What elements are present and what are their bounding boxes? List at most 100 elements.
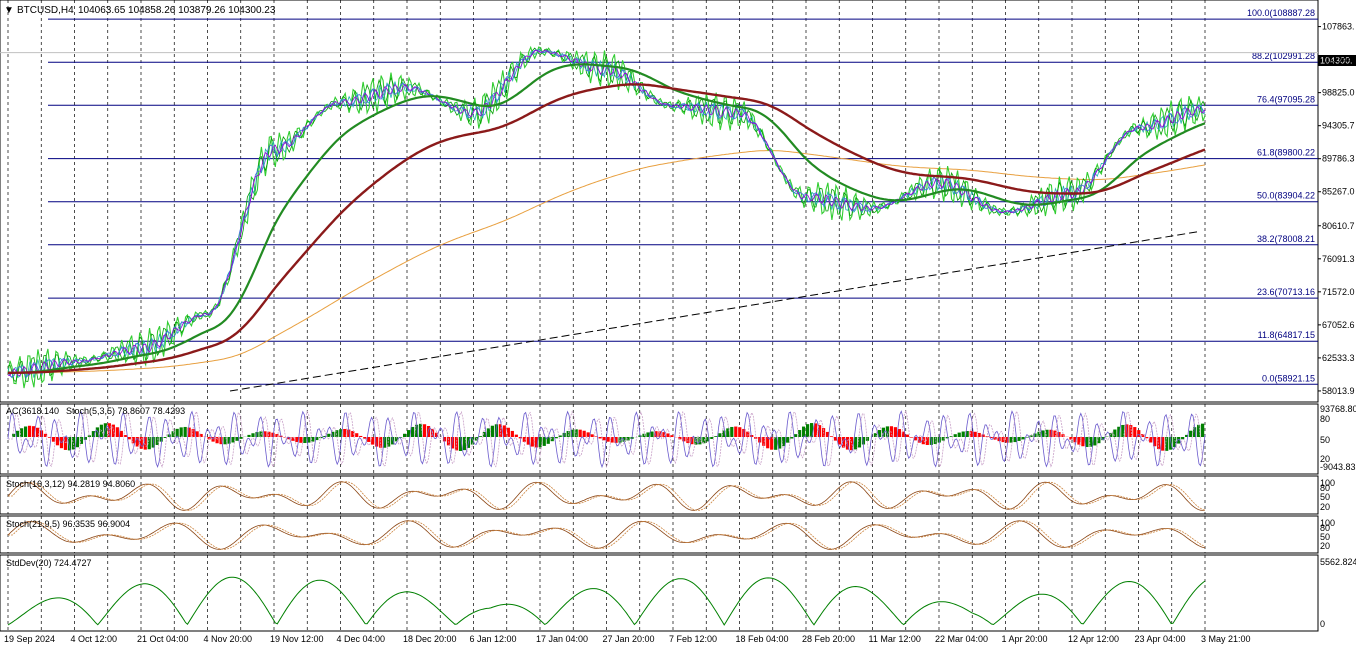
time-tick: 4 Oct 12:00 [71, 634, 118, 644]
time-tick: 1 Apr 20:00 [1002, 634, 1048, 644]
stoch2-axis-20: 20 [1320, 502, 1330, 512]
ac-bar [139, 437, 143, 449]
ac-bar [458, 437, 463, 451]
ac-bar [514, 434, 518, 437]
time-axis: 19 Sep 2024 4 Oct 12:00 21 Oct 04:00 4 Nov … [4, 634, 1251, 644]
ac-bar [227, 437, 231, 444]
stddev-label: StdDev(20) 724.4727 [6, 558, 92, 568]
ac-bar [1053, 430, 1057, 437]
ac-bar [682, 437, 686, 442]
ac-bar [909, 437, 913, 438]
ac-bar [833, 437, 838, 441]
ac-bar [363, 437, 367, 439]
ac-histogram [11, 423, 1205, 451]
price-tick: 58013.9 [1322, 386, 1355, 396]
ac-bar [1017, 437, 1021, 441]
ac-bar [123, 435, 127, 437]
ac-bar [79, 437, 84, 444]
ac-bar [542, 437, 546, 446]
ac-bar [1069, 437, 1073, 440]
mid-ma-line [8, 63, 1206, 374]
ac-bar [63, 437, 68, 450]
ac-bar [770, 437, 774, 450]
ac-bar [291, 437, 295, 441]
ac-bar [546, 437, 550, 444]
slow-ma-line [8, 150, 1206, 374]
ac-bar [1009, 437, 1013, 443]
ac-bar [973, 431, 977, 437]
time-tick: 19 Sep 2024 [4, 634, 55, 644]
ac-bar [187, 427, 191, 437]
ac-bar [809, 423, 814, 437]
ac-bar [331, 431, 335, 437]
ac-bar [179, 427, 183, 437]
ac-bar [410, 426, 415, 437]
ac-bar [119, 430, 123, 437]
ac-bar [422, 424, 427, 437]
price-tick: 80610.7 [1322, 221, 1355, 231]
ac-bar [1181, 437, 1185, 440]
ac-bar [1157, 437, 1161, 450]
ac-bar [913, 437, 917, 441]
ac-bar [1185, 434, 1189, 437]
ac-bar [961, 431, 965, 437]
price-tick: 107863. [1322, 22, 1355, 32]
ac-bar [299, 437, 303, 443]
fib-label: 50.0(83904.22 [1257, 191, 1315, 201]
ac-bar [95, 427, 99, 437]
time-tick: 22 Mar 04:00 [935, 634, 988, 644]
ac-bar [315, 437, 319, 441]
ac-bar [1189, 430, 1193, 437]
ac-bar [47, 437, 52, 438]
ac-bar [23, 426, 28, 437]
ac-bar [87, 435, 91, 437]
ac-bar [654, 431, 658, 437]
ac-bar [786, 437, 790, 443]
ac-bar [1045, 429, 1049, 437]
ac-bar [1029, 435, 1033, 437]
price-tick: 85267.0 [1322, 187, 1355, 197]
ac-bar [774, 437, 778, 450]
ac-bar [678, 437, 682, 440]
fib-label: 38.2(78008.21 [1257, 234, 1315, 244]
ac-bar [1121, 424, 1125, 437]
ac-bar [231, 437, 235, 443]
ac-bar [131, 437, 135, 444]
stoch3-main-line [7, 520, 1206, 550]
time-tick: 18 Feb 04:00 [736, 634, 789, 644]
time-tick: 12 Apr 12:00 [1068, 634, 1119, 644]
ac-bar [590, 434, 594, 437]
ac-bar [726, 428, 730, 437]
ac-bar [303, 437, 307, 444]
ac-bar [1201, 423, 1205, 437]
ac-bar [1021, 437, 1025, 440]
ac-bar [917, 437, 921, 443]
ac-bar [307, 437, 311, 443]
ac-bar [1197, 424, 1201, 437]
ac-bar [323, 435, 327, 437]
ac-bar [223, 437, 227, 445]
price-tick: 103344. [1322, 55, 1355, 65]
ac-bar [1013, 437, 1017, 443]
ac-bar [31, 426, 36, 437]
ac-bar [714, 436, 718, 437]
ac-panel [0, 403, 1319, 475]
ac-bar [750, 435, 754, 437]
ac-bar [853, 437, 858, 450]
ac-bar [1025, 437, 1029, 438]
stoch2-label: Stoch(16,3,12) 94.2819 94.8060 [6, 479, 135, 489]
ac-bar [155, 437, 159, 445]
ac-bar [339, 429, 343, 437]
price-tick: 67052.6 [1322, 320, 1355, 330]
ac-bar [287, 437, 291, 440]
fib-label: 61.8(89800.22 [1257, 148, 1315, 158]
symbol-menu-icon[interactable]: ▼ [4, 5, 14, 16]
ac-bar [734, 426, 738, 437]
ac-axis-top: 93768.80 [1320, 404, 1356, 414]
ac-bar [506, 427, 510, 437]
ac-bar [263, 431, 267, 437]
ac-axis-20: 20 [1320, 454, 1330, 464]
ac-bar [1173, 437, 1177, 448]
ac-bar [135, 437, 139, 447]
ac-bar [893, 427, 897, 437]
